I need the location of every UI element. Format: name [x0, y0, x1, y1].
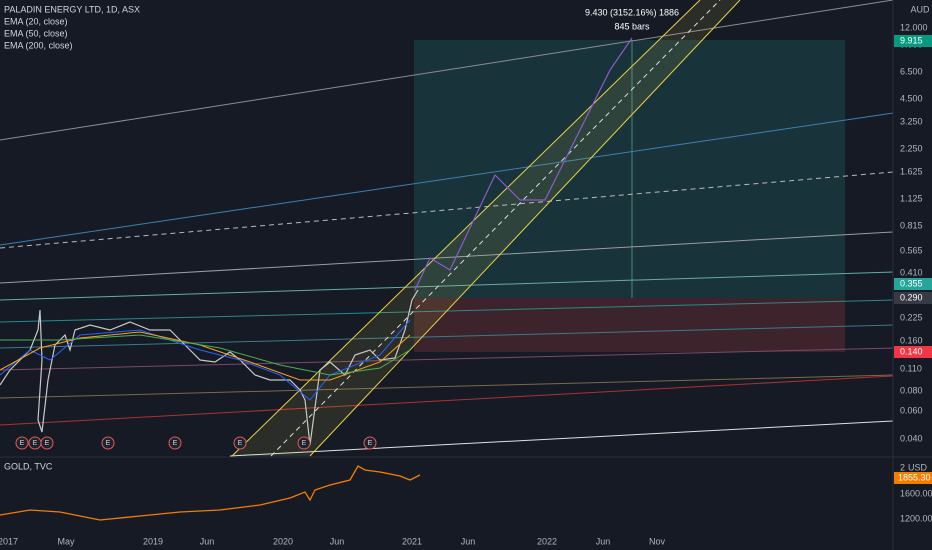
gold-axis-top: 2 [900, 462, 905, 472]
measure-bars: 845 bars [614, 21, 650, 31]
event-marker [101, 436, 115, 450]
price-badge-bg [894, 35, 932, 47]
price-tick: 12.000 [900, 22, 928, 32]
price-badge-bg [894, 292, 932, 304]
price-tick: 0.040 [900, 433, 923, 443]
price-badge: 0.355 [900, 278, 923, 288]
price-badge: 9.915 [900, 35, 923, 45]
event-marker [233, 436, 247, 450]
gold-badge-bg [894, 472, 932, 484]
event-label: E [33, 440, 38, 447]
gold-currency: USD [908, 462, 928, 472]
price-badge-bg [894, 278, 932, 290]
time-tick: 2020 [273, 536, 293, 546]
price-tick: 0.225 [900, 312, 923, 322]
event-label: E [238, 440, 243, 447]
time-tick: Jun [461, 536, 476, 546]
price-tick: 4.500 [900, 93, 923, 103]
channel-lower [309, 0, 741, 457]
price-tick: 3.250 [900, 116, 923, 126]
gold-tick: 1600.00 [900, 488, 932, 498]
event-label: E [302, 440, 307, 447]
time-tick: 2017 [0, 536, 18, 546]
event-label: E [45, 440, 50, 447]
symbol-title: PALADIN ENERGY LTD, 1D, ASX [4, 4, 140, 14]
currency: AUD [910, 4, 930, 14]
channel-mid [270, 0, 721, 457]
event-marker [15, 436, 29, 450]
price-tick: 0.410 [900, 267, 923, 277]
fan-lines [0, 0, 894, 457]
indicator: EMA (50, close) [4, 28, 68, 38]
gold-badge: 1855.30 [898, 472, 931, 482]
price-tick: 2.250 [900, 143, 923, 153]
indicator: EMA (20, close) [4, 16, 68, 26]
event-marker [297, 436, 311, 450]
time-tick: Jun [596, 536, 611, 546]
price-tick: 1.125 [900, 193, 923, 203]
price-tick: 0.080 [900, 385, 923, 395]
projection-path [414, 37, 633, 291]
ema-20 [0, 319, 411, 401]
time-tick: Nov [649, 536, 666, 546]
price-badge: 0.140 [900, 346, 923, 356]
price-tick: 0.060 [900, 405, 923, 415]
loss-zone [414, 298, 845, 352]
time-tick: 2019 [143, 536, 163, 546]
measure-change: 9.430 (3152.16%) 1886 [585, 7, 679, 17]
event-marker [363, 436, 377, 450]
price-tick: 0.160 [900, 335, 923, 345]
channel-fill [232, 0, 740, 456]
time-tick: May [57, 536, 75, 546]
price-line [0, 289, 419, 446]
event-label: E [20, 440, 25, 447]
price-tick: 6.500 [900, 66, 923, 76]
ema-200 [0, 334, 411, 376]
indicator: EMA (200, close) [4, 40, 73, 50]
gold-line [0, 465, 421, 521]
gold-tick: 1200.00 [900, 513, 932, 523]
time-tick: Jun [200, 536, 215, 546]
event-label: E [173, 440, 178, 447]
price-tick: 1.625 [900, 166, 923, 176]
price-badge-bg [894, 346, 932, 358]
event-marker [168, 436, 182, 450]
time-tick: Jun [330, 536, 345, 546]
price-badge: 0.290 [900, 292, 923, 302]
event-label: E [106, 440, 111, 447]
time-tick: 2022 [537, 536, 557, 546]
gold-symbol: GOLD, TVC [4, 461, 53, 471]
event-marker [40, 436, 54, 450]
time-tick: 2021 [402, 536, 422, 546]
price-tick: 0.815 [900, 220, 923, 230]
event-label: E [368, 440, 373, 447]
price-tick: 0.110 [900, 363, 922, 373]
price-tick: 0.565 [900, 245, 923, 255]
time-axis: 2017 May 2019 Jun 2020 Jun 2021 Jun 2022 Jun Nov [0, 536, 665, 546]
